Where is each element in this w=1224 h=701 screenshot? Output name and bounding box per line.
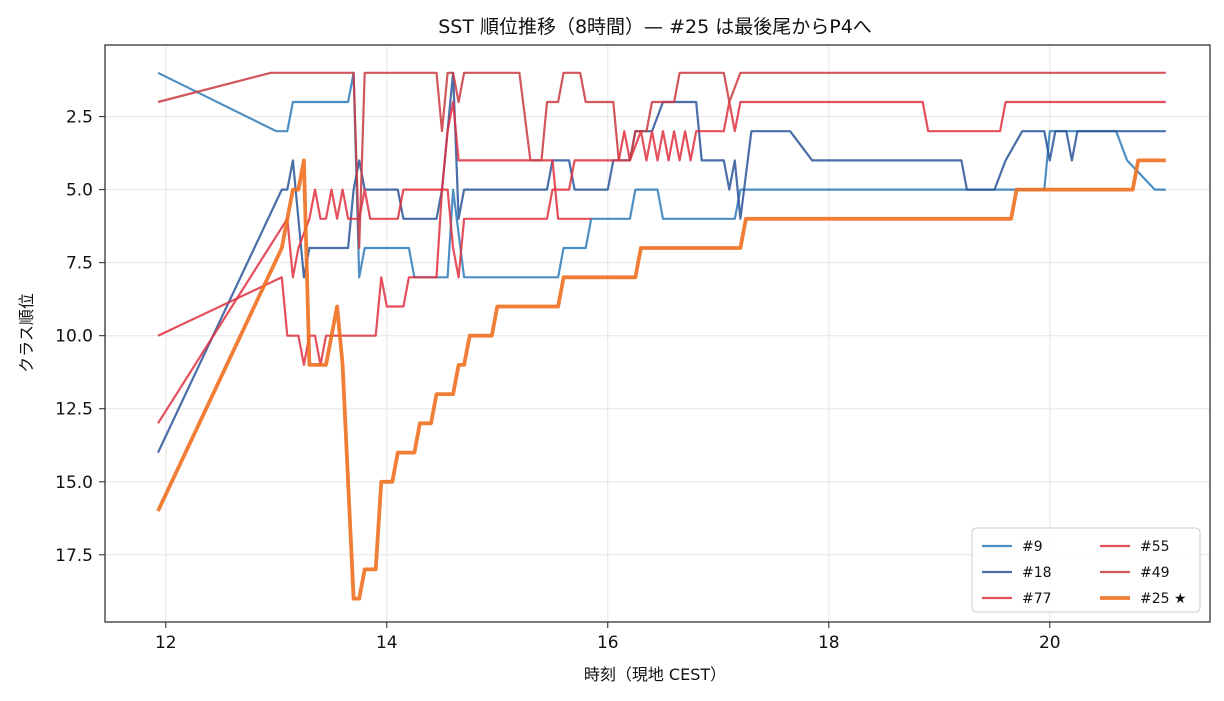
series-line-55 xyxy=(157,100,592,424)
y-tick-label: 5.0 xyxy=(66,181,93,201)
x-tick-label: 14 xyxy=(376,633,398,653)
x-tick-label: 12 xyxy=(155,633,177,653)
chart-title: SST 順位推移（8時間）— #25 は最後尾からP4へ xyxy=(438,16,872,38)
x-axis-label: 時刻（現地 CEST） xyxy=(584,665,726,684)
axis-ticks: 12 14 16 18 20 2.5 5.0 7.5 10.0 12.5 15.0 17.5 xyxy=(55,108,1060,653)
series-lines xyxy=(156,71,1166,601)
legend-label: #25 ★ xyxy=(1140,591,1187,607)
y-tick-label: 12.5 xyxy=(55,400,93,420)
plot-frame xyxy=(104,44,1211,623)
y-tick-label: 15.0 xyxy=(55,473,93,493)
series-line-9 xyxy=(157,71,1166,279)
legend-label: #55 xyxy=(1140,539,1170,555)
legend-label: #77 xyxy=(1022,591,1052,607)
series-line-77 xyxy=(157,100,1166,366)
series-line-25 xyxy=(156,158,1166,601)
x-tick-label: 16 xyxy=(597,633,619,653)
legend-box xyxy=(971,527,1201,613)
y-tick-label: 2.5 xyxy=(66,108,93,128)
x-tick-label: 18 xyxy=(818,633,840,653)
y-axis-label: クラス順位 xyxy=(17,293,36,373)
series-line-49 xyxy=(157,71,1166,250)
legend-label: #49 xyxy=(1140,565,1170,581)
y-tick-label: 10.0 xyxy=(55,327,93,347)
y-tick-label: 7.5 xyxy=(66,254,93,274)
legend: #9 #18 #77 #55 #49 #25 ★ xyxy=(971,527,1201,613)
legend-label: #18 xyxy=(1022,565,1052,581)
x-tick-label: 20 xyxy=(1039,633,1061,653)
y-tick-label: 17.5 xyxy=(55,546,93,566)
legend-label: #9 xyxy=(1022,539,1043,555)
